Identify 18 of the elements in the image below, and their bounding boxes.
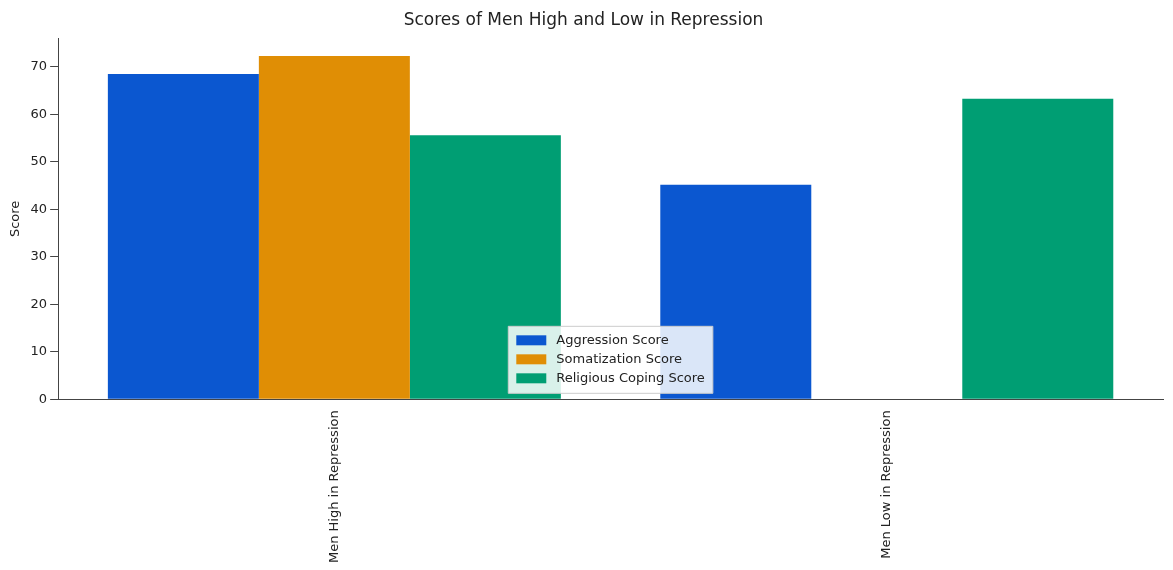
x-tick-label: Men High in Repression [325,410,341,563]
chart-title: Scores of Men High and Low in Repression [403,8,764,29]
bar [258,55,410,399]
legend-label: Somatization Score [556,350,683,366]
legend-label: Religious Coping Score [556,369,705,385]
y-axis-title: Score [7,200,23,238]
y-tick-label: 40 [30,200,48,216]
y-tick-label: 60 [30,105,48,121]
x-tick-label: Men Low in Repression [878,410,894,559]
y-tick-label: 30 [30,248,48,264]
y-tick-label: 20 [30,295,48,311]
y-tick-label: 0 [38,390,48,406]
y-tick-label: 50 [30,153,48,169]
legend-label: Aggression Score [556,331,669,347]
y-tick-label: 10 [30,343,48,359]
bar [107,74,259,399]
bar [962,98,1114,399]
y-tick-label: 70 [30,58,48,74]
